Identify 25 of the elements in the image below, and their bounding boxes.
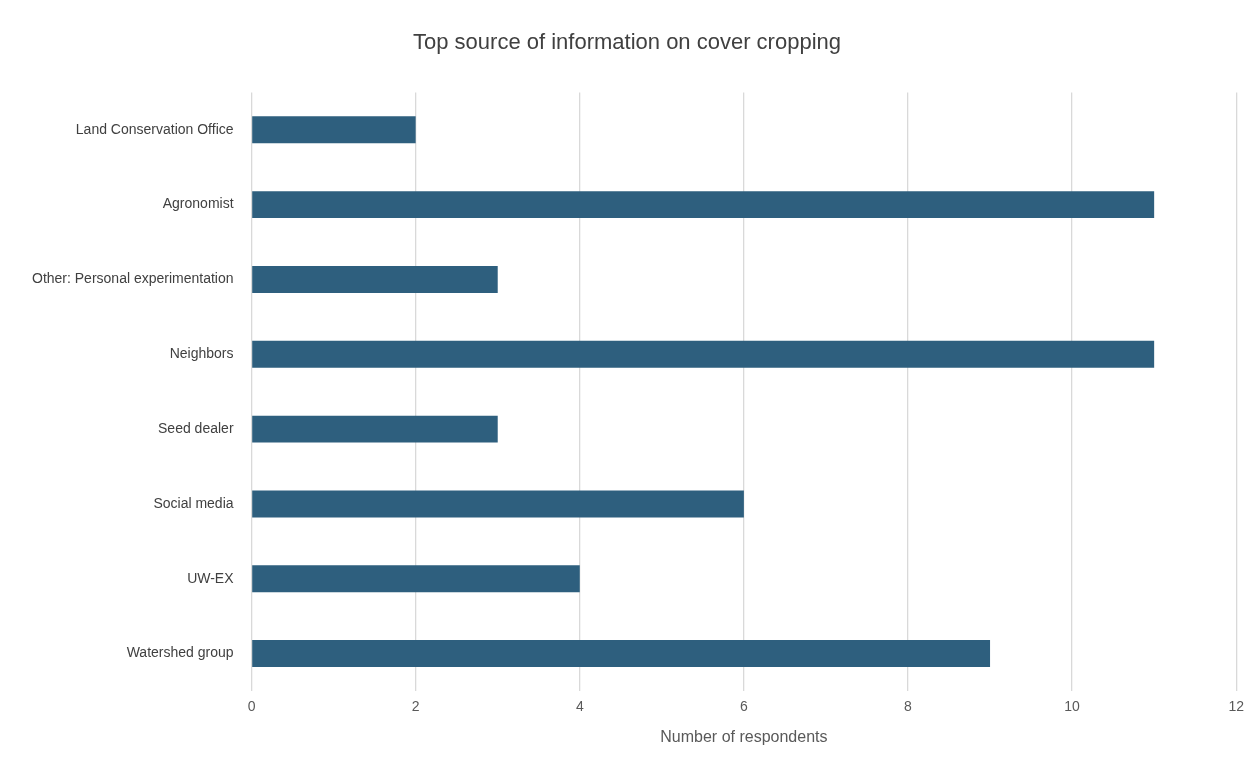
x-tick-label: 8 — [904, 698, 913, 715]
x-tick-label: 2 — [411, 698, 420, 715]
bar — [252, 191, 1155, 219]
x-tick-label: 4 — [575, 698, 584, 715]
x-tick-label: 0 — [247, 698, 256, 715]
bar — [252, 340, 1155, 368]
x-tick-label: 10 — [1064, 698, 1081, 715]
y-tick-label: Watershed group — [126, 644, 234, 661]
y-tick-label: Other: Personal experimentation — [31, 270, 234, 287]
chart-title: Top source of information on cover cropping — [412, 29, 842, 55]
x-axis-title: Number of respondents — [660, 727, 828, 745]
y-tick-label: Neighbors — [169, 345, 234, 362]
bar — [252, 490, 744, 518]
bar — [252, 565, 580, 593]
y-tick-label: Seed dealer — [158, 419, 234, 436]
y-tick-label: Agronomist — [162, 195, 234, 212]
x-tick-label: 12 — [1228, 698, 1245, 715]
bar — [252, 265, 498, 293]
y-tick-label: Land Conservation Office — [75, 120, 234, 137]
bar — [252, 415, 498, 443]
y-tick-label: UW-EX — [187, 569, 235, 586]
bar — [252, 116, 416, 144]
bar — [252, 640, 991, 668]
y-tick-label: Social media — [153, 494, 234, 511]
x-tick-label: 6 — [739, 698, 748, 715]
